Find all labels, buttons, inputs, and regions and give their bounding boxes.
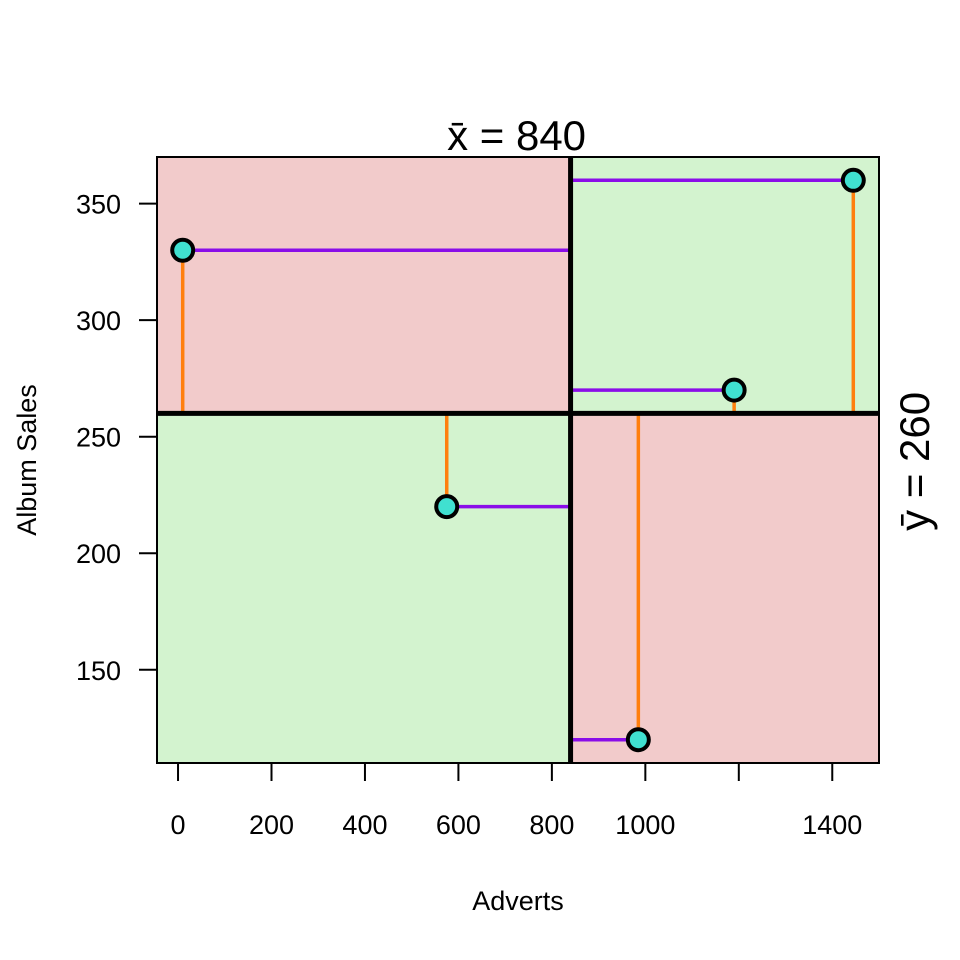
data-point	[170, 237, 196, 263]
y-tick-label: 350	[76, 190, 121, 220]
data-points	[170, 167, 866, 753]
data-point	[840, 167, 866, 193]
y-tick-label: 200	[76, 539, 121, 569]
quadrant-bottom-right	[570, 413, 879, 763]
y-axis-label: Album Sales	[12, 384, 42, 536]
mean-x-label: x̄ = 840	[447, 112, 586, 159]
x-tick-label: 1000	[615, 810, 675, 840]
x-tick-label: 800	[529, 810, 574, 840]
x-tick-label: 1400	[802, 810, 862, 840]
quadrant-top-right	[570, 157, 879, 414]
mean-lines	[157, 157, 879, 763]
x-axis: 0 200 400 600 800 1000 1400	[171, 762, 862, 840]
quadrant-bottom-left	[157, 413, 571, 763]
y-tick-label: 300	[76, 306, 121, 336]
data-point	[721, 377, 747, 403]
data-point	[625, 727, 651, 753]
quadrant-top-left	[157, 157, 571, 414]
x-tick-label: 600	[436, 810, 481, 840]
x-tick-label: 0	[171, 810, 186, 840]
x-tick-label: 400	[342, 810, 387, 840]
mean-y-label: ȳ = 260	[891, 392, 938, 531]
y-tick-label: 250	[76, 423, 121, 453]
y-tick-label: 150	[76, 656, 121, 686]
data-point	[434, 494, 460, 520]
y-axis: 150 200 250 300 350	[76, 190, 158, 686]
deviation-lines	[180, 178, 856, 742]
quadrant-backgrounds	[157, 157, 879, 763]
x-axis-label: Adverts	[472, 886, 564, 916]
x-tick-label: 200	[249, 810, 294, 840]
